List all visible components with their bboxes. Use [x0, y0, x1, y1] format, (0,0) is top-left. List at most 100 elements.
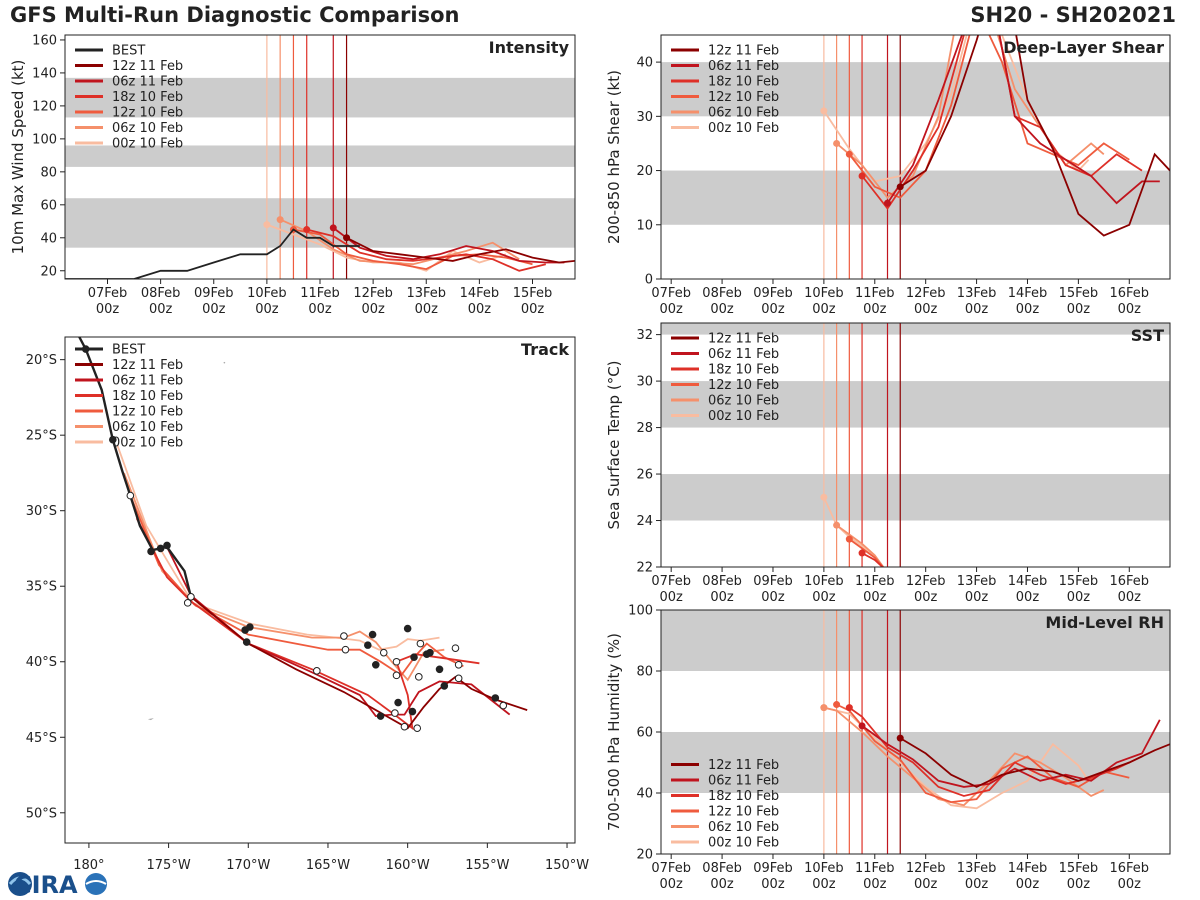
track-run-marker [340, 632, 348, 640]
intensity-x-tick-day: 07Feb [88, 286, 128, 301]
track-run-marker [376, 712, 385, 720]
rh-y-tick-label: 40 [636, 787, 653, 802]
intensity-series-line [65, 228, 360, 279]
rh-series-line [836, 703, 1130, 804]
cira-logo: CIRA [8, 871, 107, 898]
track-x-tick-label: 175°W [147, 858, 191, 873]
sst-init-point [833, 521, 841, 529]
rh-x-tick-day: 10Feb [804, 861, 844, 876]
rh-x-tick-day: 16Feb [1109, 861, 1149, 876]
track-run-marker [413, 724, 422, 733]
track-run-marker [410, 653, 418, 662]
shear-init-point [833, 139, 841, 147]
track-y-tick-label: 25°S [26, 429, 57, 444]
intensity-panel: 20 40 60 80 100 120 140 160 10m Max Wind Speed (… [9, 33, 576, 317]
intensity-x-tick-hour: 00z [255, 302, 279, 317]
rh-x-tick-day: 11Feb [855, 861, 895, 876]
intensity-x-tick-day: 11Feb [300, 286, 340, 301]
intensity-x-tick-day: 15Feb [513, 286, 553, 301]
track-run-marker [392, 671, 401, 680]
track-legend-label: 12z 10 Feb [112, 405, 183, 420]
rh-title: Mid-Level RH [1045, 613, 1164, 632]
track-run-marker [400, 722, 409, 731]
intensity-x-tick-hour: 00z [415, 302, 439, 317]
sst-x-tick-hour: 00z [965, 590, 989, 605]
rh-init-point [833, 701, 841, 709]
shear-y-tick-label: 40 [636, 56, 653, 71]
rh-init-point [820, 704, 828, 712]
sst-x-tick-hour: 00z [710, 590, 734, 605]
rh-x-tick-hour: 00z [1118, 877, 1142, 892]
track-run-marker [379, 648, 388, 657]
track-run-marker [313, 667, 321, 675]
rh-legend-label: 06z 10 Feb [708, 820, 779, 835]
intensity-title: Intensity [489, 38, 570, 57]
sst-x-tick-day: 15Feb [1059, 574, 1099, 589]
track-best-marker [126, 491, 135, 500]
track-y-tick-label: 40°S [26, 655, 57, 670]
intensity-init-point [329, 224, 337, 232]
intensity-legend-label: 06z 11 Feb [112, 75, 183, 90]
track-run-marker [454, 674, 463, 683]
track-y-tick-label: 45°S [26, 731, 57, 746]
track-legend-label: 18z 10 Feb [112, 389, 183, 404]
track-y-tick-label: 30°S [26, 504, 57, 519]
shear-x-tick-hour: 00z [659, 302, 683, 317]
intensity-x-tick-hour: 00z [96, 302, 120, 317]
intensity-y-tick-label: 60 [40, 198, 57, 213]
intensity-legend-label: 00z 10 Feb [112, 137, 183, 152]
intensity-x-tick-day: 13Feb [406, 286, 446, 301]
intensity-shaded-band [65, 145, 575, 167]
rh-x-tick-day: 13Feb [957, 861, 997, 876]
track-x-tick-label: 160°W [386, 858, 430, 873]
track-x-tick-label: 180° [73, 858, 104, 873]
intensity-legend-label: 06z 10 Feb [112, 121, 183, 136]
rh-x-tick-hour: 00z [1067, 877, 1091, 892]
sst-x-tick-day: 13Feb [957, 574, 997, 589]
track-run-marker [392, 657, 401, 666]
shear-x-tick-hour: 00z [761, 302, 785, 317]
rh-x-tick-hour: 00z [863, 877, 887, 892]
track-run-marker [368, 630, 377, 639]
track-island-shape [147, 718, 154, 721]
shear-y-axis-label: 200-850 hPa Shear (kt) [605, 70, 623, 244]
intensity-x-tick-day: 09Feb [194, 286, 234, 301]
shear-legend-label: 00z 10 Feb [708, 121, 779, 136]
sst-x-tick-day: 08Feb [702, 574, 742, 589]
logo-globe-icon [85, 873, 107, 895]
rh-y-axis-label: 700-500 hPa Humidity (%) [605, 633, 623, 831]
rh-init-point [845, 704, 853, 712]
sst-y-tick-label: 32 [636, 328, 653, 343]
intensity-x-tick-hour: 00z [202, 302, 226, 317]
shear-y-tick-label: 20 [636, 164, 653, 179]
rh-legend-label: 12z 10 Feb [708, 805, 779, 820]
intensity-x-tick-hour: 00z [308, 302, 332, 317]
rh-x-tick-day: 12Feb [906, 861, 946, 876]
sst-x-tick-day: 10Feb [804, 574, 844, 589]
intensity-legend-label: 12z 10 Feb [112, 106, 183, 121]
intensity-init-point [263, 221, 271, 229]
track-series-line [190, 596, 528, 730]
shear-x-tick-day: 07Feb [651, 286, 691, 301]
sst-x-tick-hour: 00z [659, 590, 683, 605]
sst-init-point [845, 535, 853, 543]
shear-init-point [845, 150, 853, 158]
intensity-shaded-band [65, 77, 575, 118]
track-title: Track [521, 340, 569, 359]
track-y-tick-label: 35°S [26, 580, 57, 595]
intensity-x-tick-day: 10Feb [247, 286, 287, 301]
sst-background [661, 323, 1170, 567]
shear-init-point [884, 199, 892, 207]
shear-frame [660, 34, 1171, 280]
rh-x-tick-day: 07Feb [651, 861, 691, 876]
shear-legend-label: 18z 10 Feb [708, 75, 779, 90]
rh-series-line [848, 706, 1143, 797]
sst-x-tick-hour: 00z [812, 590, 836, 605]
track-legend-label: 12z 11 Feb [112, 358, 183, 373]
track-x-tick-label: 165°W [306, 858, 350, 873]
track-y-tick-label: 50°S [26, 806, 57, 821]
shear-init-point [896, 183, 904, 191]
logo-text: CIRA [14, 871, 78, 898]
intensity-init-point [276, 216, 284, 224]
